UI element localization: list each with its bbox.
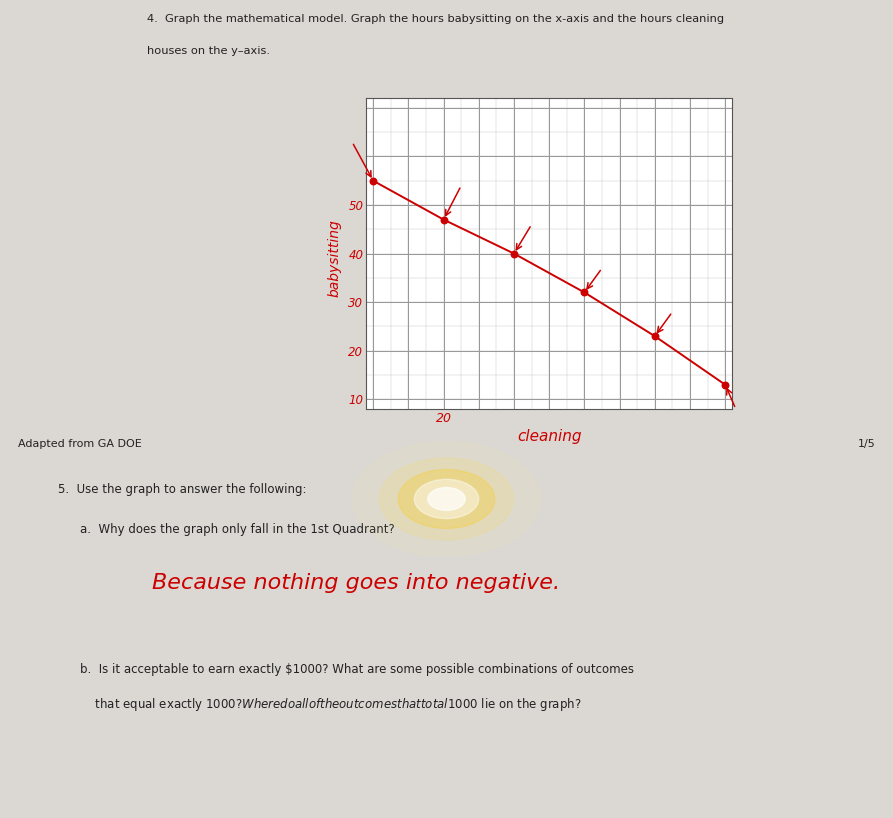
Text: a.  Why does the graph only fall in the 1st Quadrant?: a. Why does the graph only fall in the 1… xyxy=(80,523,395,536)
Point xyxy=(647,330,662,343)
Text: 4.  Graph the mathematical model. Graph the hours babysitting on the x-axis and : 4. Graph the mathematical model. Graph t… xyxy=(147,14,724,24)
Point xyxy=(437,213,451,226)
Text: Adapted from GA DOE: Adapted from GA DOE xyxy=(18,439,142,449)
Point xyxy=(718,378,732,391)
Circle shape xyxy=(414,479,479,519)
Circle shape xyxy=(428,488,465,510)
Circle shape xyxy=(353,442,540,556)
Text: 5.  Use the graph to answer the following:: 5. Use the graph to answer the following… xyxy=(58,483,306,497)
Circle shape xyxy=(398,470,495,528)
Circle shape xyxy=(380,458,513,540)
Point xyxy=(507,247,522,260)
Text: houses on the y–axis.: houses on the y–axis. xyxy=(147,46,271,56)
Point xyxy=(577,285,591,299)
Text: b.  Is it acceptable to earn exactly $1000? What are some possible combinations : b. Is it acceptable to earn exactly $100… xyxy=(80,663,634,676)
Text: that equal exactly $1000? Where do all of the outcomes that total $1000 lie on t: that equal exactly $1000? Where do all o… xyxy=(80,695,582,712)
Text: Because nothing goes into negative.: Because nothing goes into negative. xyxy=(152,573,560,593)
Text: cleaning: cleaning xyxy=(517,429,581,444)
Text: 1/5: 1/5 xyxy=(857,439,875,449)
Point xyxy=(366,174,380,187)
Text: babysitting: babysitting xyxy=(328,218,342,297)
